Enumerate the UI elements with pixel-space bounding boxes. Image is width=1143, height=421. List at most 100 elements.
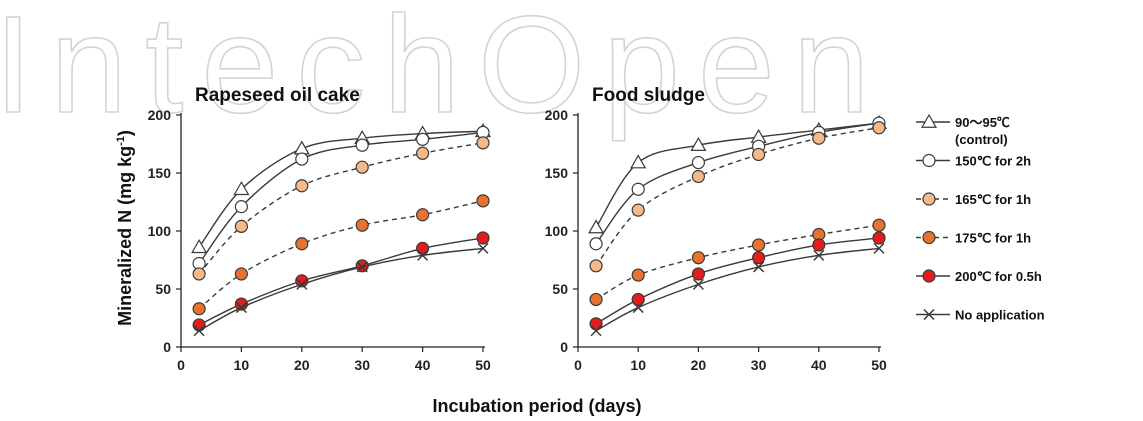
data-point xyxy=(812,131,826,145)
data-point xyxy=(872,121,886,135)
y-tick-label: 0 xyxy=(560,339,568,355)
series-4 xyxy=(589,231,886,331)
panel-title-rapeseed: Rapeseed oil cake xyxy=(195,85,360,106)
legend-marker xyxy=(922,192,936,206)
panel-title-food-sludge: Food sludge xyxy=(592,85,705,106)
data-point xyxy=(355,138,369,152)
data-point xyxy=(295,179,309,193)
data-point xyxy=(630,154,647,169)
x-tick-label: 0 xyxy=(574,357,582,373)
x-tick-label: 30 xyxy=(354,357,370,373)
data-point xyxy=(476,231,490,245)
data-point xyxy=(233,181,250,196)
legend-label: 175℃ for 1h xyxy=(955,231,1031,246)
legend-marker xyxy=(920,113,938,128)
data-point xyxy=(356,261,368,273)
data-point xyxy=(872,231,886,245)
data-point xyxy=(476,194,490,208)
y-tick-label: 50 xyxy=(552,281,568,297)
data-point xyxy=(631,203,645,217)
x-tick-label: 10 xyxy=(234,357,250,373)
legend-label: 165℃ for 1h xyxy=(955,192,1031,207)
legend-entry: 150℃ for 2h xyxy=(916,154,1031,169)
data-point xyxy=(588,219,605,234)
series-line xyxy=(595,127,880,267)
x-tick-label: 0 xyxy=(177,357,185,373)
data-point xyxy=(193,325,205,337)
y-tick-label: 0 xyxy=(163,339,171,355)
data-point xyxy=(355,160,369,174)
data-point xyxy=(192,267,206,281)
data-point xyxy=(631,268,645,282)
series-2 xyxy=(589,121,886,273)
y-tick-label: 200 xyxy=(545,107,569,123)
data-point xyxy=(416,208,430,222)
series-2 xyxy=(192,136,490,281)
series-3 xyxy=(192,194,490,316)
data-point xyxy=(191,239,208,254)
chart-panel-rapeseed: Rapeseed oil cake 0 50 100 150 200 0 10 20 30 40 50 xyxy=(148,85,492,373)
legend-marker xyxy=(922,153,936,168)
data-point xyxy=(751,147,766,162)
x-tick-label: 10 xyxy=(630,357,646,373)
data-point xyxy=(872,218,886,232)
series-line xyxy=(595,247,880,332)
x-tick-label: 40 xyxy=(811,357,827,373)
series-line xyxy=(198,247,484,332)
data-point xyxy=(296,278,308,290)
series-3 xyxy=(589,218,886,307)
y-tick-label: 200 xyxy=(148,107,172,123)
data-point xyxy=(751,238,766,252)
data-point xyxy=(234,297,248,311)
data-point xyxy=(873,242,885,254)
data-point xyxy=(234,200,248,214)
x-tick-label: 20 xyxy=(294,357,310,373)
data-point xyxy=(751,251,766,265)
series-line xyxy=(198,142,484,275)
x-axis-title: Incubation period (days) xyxy=(432,396,641,416)
legend-marker xyxy=(922,269,936,283)
legend-marker xyxy=(922,230,936,245)
y-tick-label: 100 xyxy=(148,223,172,239)
data-point xyxy=(691,251,706,265)
series-line xyxy=(198,131,484,264)
data-point xyxy=(589,292,603,307)
legend: 90～95℃ (control) 150℃ for 2h 165℃ for 1h 175… xyxy=(916,113,1045,323)
data-point xyxy=(631,182,645,196)
data-point xyxy=(295,152,309,166)
series-0 xyxy=(191,123,492,254)
chart-panel-food-sludge: Food sludge 0 50 100 150 200 0 10 20 30 40 50 xyxy=(545,85,888,373)
data-point xyxy=(632,302,644,314)
series-line xyxy=(198,237,484,326)
legend-label: No application xyxy=(955,308,1045,323)
data-point xyxy=(416,146,430,160)
x-tick-label: 30 xyxy=(751,357,767,373)
y-tick-label: 100 xyxy=(545,223,569,239)
data-point xyxy=(293,140,310,155)
y-tick-label: 50 xyxy=(155,281,171,297)
series-4 xyxy=(192,231,490,332)
y-axis-title-main: Mineralized N (mg kg xyxy=(115,146,135,326)
legend-entry: 165℃ for 1h xyxy=(916,192,1031,207)
data-point xyxy=(192,318,206,332)
legend-entry: 175℃ for 1h xyxy=(916,231,1031,246)
y-tick-label: 150 xyxy=(545,165,569,181)
data-point xyxy=(234,267,248,281)
x-tick-label: 20 xyxy=(691,357,707,373)
y-axis-title-close: ) xyxy=(115,130,135,136)
series-5 xyxy=(193,242,489,337)
data-point xyxy=(813,249,825,261)
x-tick-label: 50 xyxy=(475,357,491,373)
legend-entry: 200℃ for 0.5h xyxy=(916,269,1042,284)
data-point xyxy=(590,325,602,337)
data-point xyxy=(812,238,826,252)
data-point xyxy=(355,218,369,232)
data-point xyxy=(477,242,489,254)
series-line xyxy=(198,200,484,310)
legend-label: 200℃ for 0.5h xyxy=(955,269,1042,284)
series-1 xyxy=(192,125,490,271)
data-point xyxy=(753,261,765,273)
data-point xyxy=(691,155,706,170)
legend-entry: 90～95℃ (control) xyxy=(916,113,1010,147)
watermark: IntechOpen xyxy=(0,0,888,142)
